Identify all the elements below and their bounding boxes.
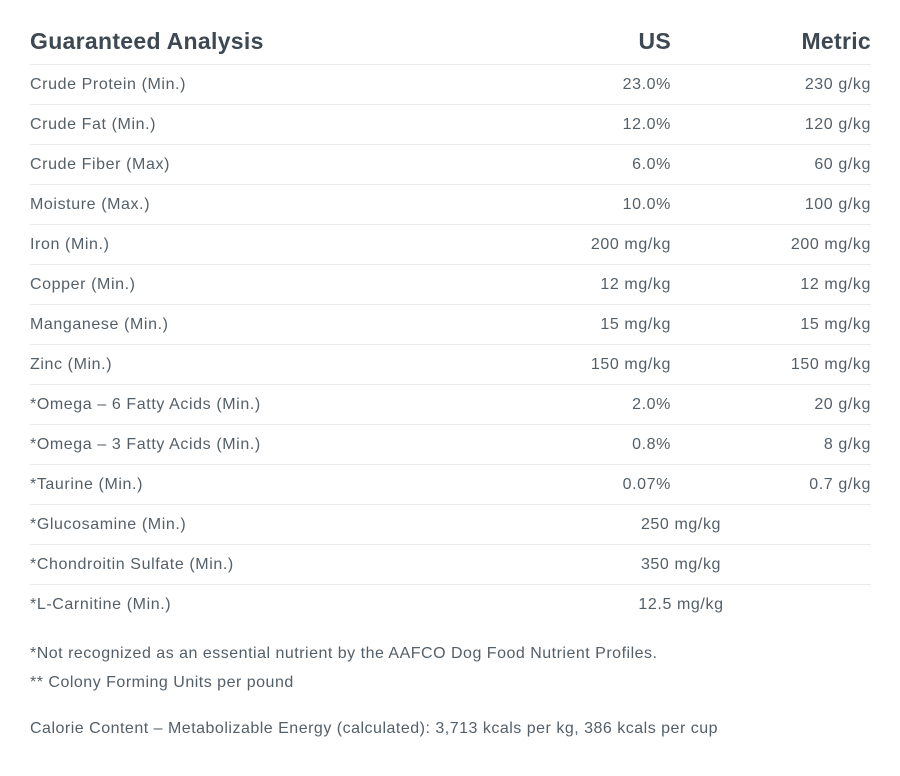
row-metric-value: 100 g/kg [804,195,871,213]
row-us-value: 10.0% [622,195,671,213]
row-us-value: 12.0% [622,115,671,133]
footnote-aafco: *Not recognized as an essential nutrient… [30,645,658,662]
table-row: Crude Fat (Min.) 12.0% 120 g/kg [30,105,871,145]
row-metric-value: 15 mg/kg [800,315,871,333]
row-us-value: 23.0% [622,75,671,93]
row-label: *Chondroitin Sulfate (Min.) [30,555,234,573]
row-us-value: 0.07% [622,475,671,493]
row-label: Moisture (Max.) [30,195,151,213]
row-metric-value: 200 mg/kg [790,235,871,253]
table-row: *Omega – 3 Fatty Acids (Min.) 0.8% 8 g/k… [30,425,871,465]
footnote-colony-forming-units: ** Colony Forming Units per pound [30,673,294,691]
row-us-value: 6.0% [632,155,671,173]
row-label: Crude Fat (Min.) [30,115,157,133]
table-row: *Taurine (Min.) 0.07% 0.7 g/kg [30,465,871,505]
row-metric-value: 12 mg/kg [800,275,871,293]
row-metric-value: 20 g/kg [814,395,871,413]
row-us-value: 12 mg/kg [600,275,671,293]
row-label: Crude Fiber (Max) [30,155,171,173]
calorie-content: Calorie Content – Metabolizable Energy (… [30,720,719,737]
row-us-value: 250 mg/kg [640,515,722,533]
row-label: *Taurine (Min.) [30,475,144,493]
table-row: *Chondroitin Sulfate (Min.) 350 mg/kg [30,545,871,585]
row-label: *Omega – 6 Fatty Acids (Min.) [30,395,261,413]
footnotes: *Not recognized as an essential nutrient… [30,640,871,697]
table-row: Iron (Min.) 200 mg/kg 200 mg/kg [30,225,871,265]
row-label: Manganese (Min.) [30,315,169,333]
table-row: Manganese (Min.) 15 mg/kg 15 mg/kg [30,305,871,345]
row-label: Crude Protein (Min.) [30,75,187,93]
row-label: Zinc (Min.) [30,355,113,373]
guaranteed-analysis-section: Guaranteed Analysis US Metric Crude Prot… [30,0,871,737]
row-label: *Glucosamine (Min.) [30,515,187,533]
row-label: *Omega – 3 Fatty Acids (Min.) [30,435,261,453]
column-header-metric: Metric [801,28,871,54]
row-us-value: 150 mg/kg [590,355,671,373]
row-label: Iron (Min.) [30,235,110,253]
guaranteed-analysis-table: Crude Protein (Min.) 23.0% 230 g/kg Crud… [30,65,871,625]
row-us-value: 15 mg/kg [600,315,671,333]
table-row: Crude Fiber (Max) 6.0% 60 g/kg [30,145,871,185]
table-row: Moisture (Max.) 10.0% 100 g/kg [30,185,871,225]
row-metric-value: 120 g/kg [804,115,871,133]
row-metric-value: 60 g/kg [814,155,871,173]
row-metric-value: 150 mg/kg [790,355,871,373]
row-metric-value: 8 g/kg [823,435,871,453]
row-us-value: 350 mg/kg [640,555,722,573]
row-us-value: 12.5 mg/kg [638,596,724,613]
row-us-value: 200 mg/kg [590,235,671,253]
row-us-value: 2.0% [632,395,671,413]
table-row: Copper (Min.) 12 mg/kg 12 mg/kg [30,265,871,305]
table-row: *L-Carnitine (Min.) 12.5 mg/kg [30,585,871,625]
table-header-row: Guaranteed Analysis US Metric [30,0,871,65]
table-row: Zinc (Min.) 150 mg/kg 150 mg/kg [30,345,871,385]
row-label: *L-Carnitine (Min.) [30,596,172,613]
section-title: Guaranteed Analysis [30,28,264,54]
table-row: Crude Protein (Min.) 23.0% 230 g/kg [30,65,871,105]
table-row: *Glucosamine (Min.) 250 mg/kg [30,505,871,545]
row-metric-value: 0.7 g/kg [809,475,871,493]
table-row: *Omega – 6 Fatty Acids (Min.) 2.0% 20 g/… [30,385,871,425]
row-label: Copper (Min.) [30,275,136,293]
column-header-us: US [638,28,671,54]
row-metric-value: 230 g/kg [804,75,871,93]
row-us-value: 0.8% [632,435,671,453]
